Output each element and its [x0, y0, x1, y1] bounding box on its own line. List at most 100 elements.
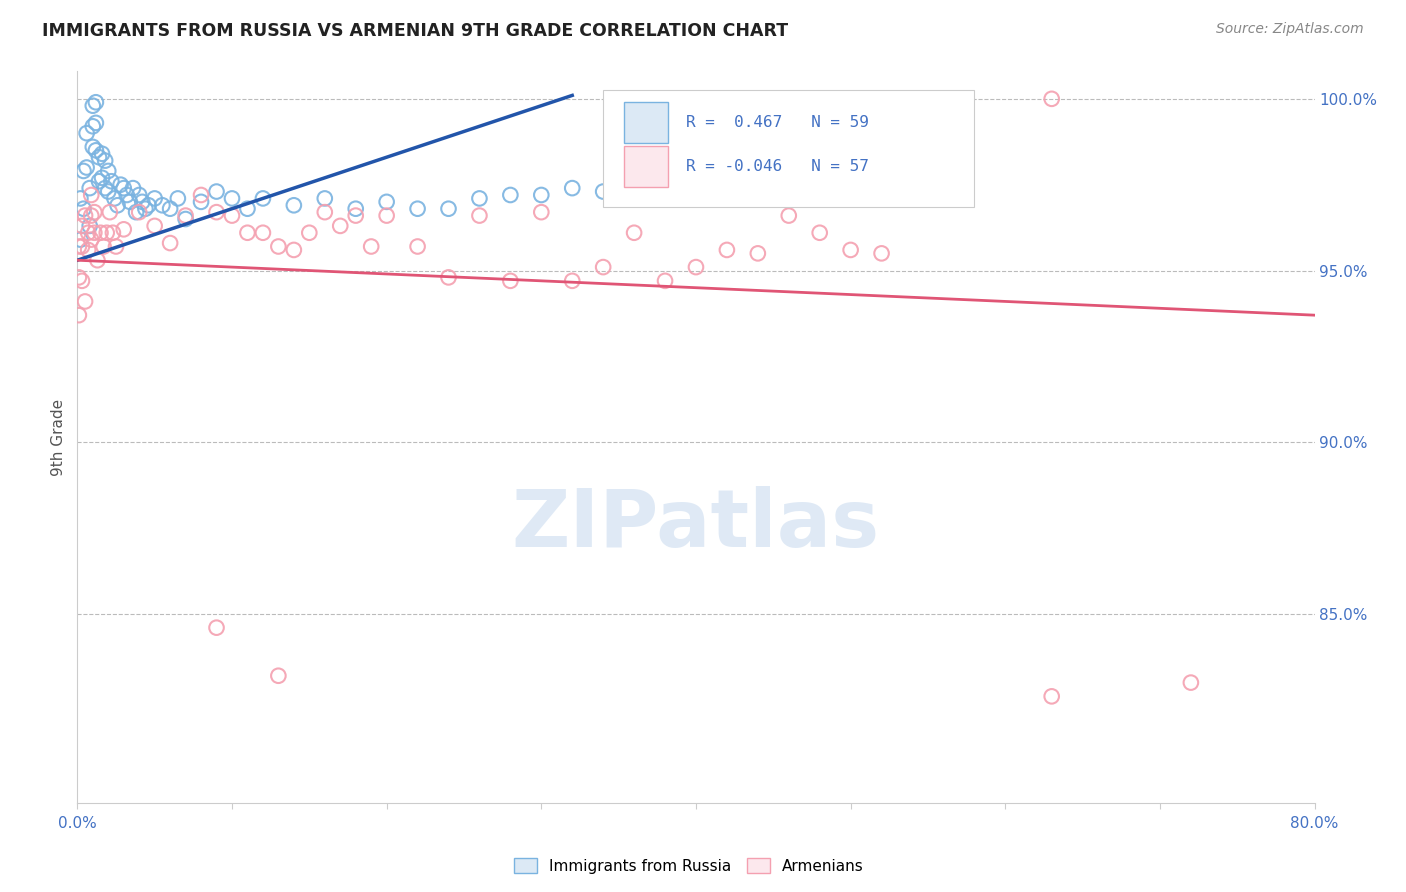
Point — [94, 181, 117, 195]
Point — [138, 198, 160, 212]
Point — [592, 260, 614, 274]
Point — [93, 239, 115, 253]
Point — [174, 212, 197, 227]
Point — [406, 239, 429, 253]
Point — [623, 226, 645, 240]
Point — [267, 239, 290, 253]
Point — [98, 205, 121, 219]
Point — [80, 233, 103, 247]
Point — [100, 174, 122, 188]
Point — [190, 188, 212, 202]
Point — [118, 194, 141, 209]
Point — [69, 233, 91, 247]
Point — [252, 191, 274, 205]
Point — [654, 274, 676, 288]
Point — [82, 140, 104, 154]
Point — [91, 146, 114, 161]
Point — [1180, 675, 1202, 690]
Point — [82, 120, 104, 134]
Point — [159, 202, 181, 216]
Point — [122, 181, 145, 195]
Point — [94, 153, 117, 168]
Point — [143, 219, 166, 233]
Point — [79, 219, 101, 233]
Point — [72, 164, 94, 178]
FancyBboxPatch shape — [624, 146, 668, 186]
Text: R = -0.046   N = 57: R = -0.046 N = 57 — [686, 159, 869, 174]
Point — [80, 209, 103, 223]
Point — [221, 209, 243, 223]
Point — [870, 246, 893, 260]
Point — [654, 178, 676, 192]
Point — [84, 116, 107, 130]
Point — [91, 170, 114, 185]
Point — [76, 126, 98, 140]
Point — [128, 205, 150, 219]
Point — [134, 202, 156, 216]
Point — [70, 239, 93, 253]
Point — [1040, 690, 1063, 704]
Point — [808, 226, 831, 240]
Point — [375, 209, 398, 223]
Point — [205, 185, 228, 199]
Point — [159, 235, 181, 250]
Point — [96, 226, 118, 240]
Text: IMMIGRANTS FROM RUSSIA VS ARMENIAN 9TH GRADE CORRELATION CHART: IMMIGRANTS FROM RUSSIA VS ARMENIAN 9TH G… — [42, 22, 789, 40]
Point — [252, 226, 274, 240]
Point — [561, 274, 583, 288]
Point — [283, 243, 305, 257]
Point — [685, 170, 707, 185]
FancyBboxPatch shape — [603, 90, 974, 207]
Point — [67, 308, 90, 322]
Point — [205, 205, 228, 219]
Point — [375, 194, 398, 209]
Point — [839, 243, 862, 257]
Text: R =  0.467   N = 59: R = 0.467 N = 59 — [686, 115, 869, 130]
Point — [77, 226, 100, 240]
FancyBboxPatch shape — [624, 103, 668, 143]
Text: Source: ZipAtlas.com: Source: ZipAtlas.com — [1216, 22, 1364, 37]
Point — [360, 239, 382, 253]
Point — [70, 274, 93, 288]
Point — [75, 209, 96, 223]
Point — [314, 191, 336, 205]
Text: 80.0%: 80.0% — [1291, 816, 1339, 831]
Point — [167, 191, 190, 205]
Y-axis label: 9th Grade: 9th Grade — [51, 399, 66, 475]
Point — [90, 226, 112, 240]
Point — [97, 185, 120, 199]
Point — [1040, 92, 1063, 106]
Point — [112, 222, 135, 236]
Point — [77, 243, 100, 257]
Point — [437, 270, 460, 285]
Point — [107, 198, 129, 212]
Point — [115, 188, 138, 202]
Point — [747, 246, 769, 260]
Point — [83, 205, 105, 219]
Point — [128, 188, 150, 202]
Point — [82, 98, 104, 112]
Point — [685, 260, 707, 274]
Point — [530, 188, 553, 202]
Point — [105, 239, 128, 253]
Point — [76, 161, 98, 175]
Legend: Immigrants from Russia, Armenians: Immigrants from Russia, Armenians — [508, 852, 870, 880]
Point — [79, 181, 101, 195]
Point — [716, 243, 738, 257]
Point — [143, 191, 166, 205]
Point — [152, 198, 174, 212]
Point — [267, 669, 290, 683]
Point — [283, 198, 305, 212]
Text: 0.0%: 0.0% — [58, 816, 97, 831]
Point — [406, 202, 429, 216]
Point — [344, 202, 367, 216]
Point — [314, 205, 336, 219]
Point — [70, 219, 93, 233]
Point — [84, 144, 107, 158]
Point — [205, 621, 228, 635]
Point — [67, 270, 90, 285]
Point — [101, 226, 124, 240]
Point — [221, 191, 243, 205]
Point — [344, 209, 367, 223]
Point — [561, 181, 583, 195]
